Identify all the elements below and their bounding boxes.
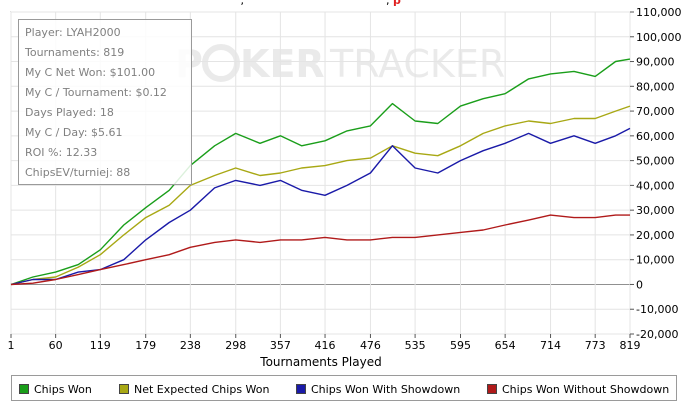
info-per-day: My C / Day: $5.61 bbox=[25, 126, 123, 139]
y-tick-label: 70,000 bbox=[636, 105, 675, 118]
legend-label-with-showdown: Chips Won With Showdown bbox=[311, 382, 461, 396]
info-roi: ROI %: 12.33 bbox=[25, 146, 98, 159]
legend-label-net-expected: Net Expected Chips Won bbox=[134, 382, 270, 396]
y-tick-label: 20,000 bbox=[636, 229, 675, 242]
series-line-chips-won-with-showdown bbox=[10, 127, 631, 286]
legend-swatch-chips-won bbox=[19, 384, 29, 394]
x-axis-label: Tournaments Played bbox=[259, 355, 381, 369]
x-tick-label: 179 bbox=[135, 339, 156, 352]
legend-swatch-net-expected bbox=[119, 384, 129, 394]
header-fragment-right: , p bbox=[386, 0, 401, 7]
y-tick-label: -20,000 bbox=[636, 328, 678, 341]
x-tick-label: 298 bbox=[225, 339, 246, 352]
y-tick-label: 50,000 bbox=[636, 155, 675, 168]
y-tick-label: 100,000 bbox=[636, 31, 682, 44]
y-tick-label: 10,000 bbox=[636, 254, 675, 267]
series-line-net-expected-chips-won bbox=[10, 105, 631, 286]
y-tick-label: 30,000 bbox=[636, 204, 675, 217]
x-tick-label: 60 bbox=[49, 339, 63, 352]
y-axis: -20,000 -10,000 0 10,000 20,000 30,000 40,000 5… bbox=[630, 6, 682, 341]
header-fragment-left: ' , bbox=[234, 0, 244, 7]
legend-label-without-showdown: Chips Won Without Showdown bbox=[502, 382, 670, 396]
x-tick-label: 416 bbox=[315, 339, 336, 352]
pokertracker-watermark: P KER TRACKER bbox=[175, 42, 505, 86]
info-player: Player: LYAH2000 bbox=[25, 26, 121, 39]
x-tick-label: 535 bbox=[405, 339, 426, 352]
legend-item-chips-won: Chips Won bbox=[19, 382, 92, 396]
legend-item-net-expected: Net Expected Chips Won bbox=[119, 382, 269, 396]
y-tick-label: 90,000 bbox=[636, 56, 675, 69]
x-tick-label: 654 bbox=[495, 339, 516, 352]
x-tick-label: 595 bbox=[450, 339, 471, 352]
info-days-played: Days Played: 18 bbox=[25, 106, 114, 119]
y-tick-label: 60,000 bbox=[636, 130, 675, 143]
x-tick-label: 1 bbox=[8, 339, 15, 352]
x-tick-label: 476 bbox=[360, 339, 381, 352]
series-line-chips-won bbox=[10, 58, 631, 286]
watermark-ker: KER bbox=[240, 42, 325, 86]
y-tick-label: -10,000 bbox=[636, 303, 678, 316]
y-tick-label: 0 bbox=[636, 278, 643, 291]
x-axis: 1 60 119 179 238 298 357 416 476 535 595 654 714 773 8… bbox=[8, 334, 641, 352]
x-tick-label: 238 bbox=[180, 339, 201, 352]
x-tick-label: 819 bbox=[620, 339, 641, 352]
legend-item-with-showdown: Chips Won With Showdown bbox=[296, 382, 460, 396]
x-tick-label: 714 bbox=[540, 339, 561, 352]
player-info-box: Player: LYAH2000 Tournaments: 819 My C N… bbox=[18, 19, 192, 185]
y-tick-label: 110,000 bbox=[636, 6, 682, 19]
legend-label-chips-won: Chips Won bbox=[34, 382, 92, 396]
legend-swatch-without-showdown bbox=[487, 384, 497, 394]
info-per-tournament: My C / Tournament: $0.12 bbox=[25, 86, 167, 99]
info-tournaments: Tournaments: 819 bbox=[25, 46, 125, 59]
y-tick-label: 40,000 bbox=[636, 179, 675, 192]
series-layer bbox=[10, 58, 631, 286]
watermark-chip-icon bbox=[202, 44, 240, 82]
x-tick-label: 119 bbox=[90, 339, 111, 352]
legend: Chips Won Net Expected Chips Won Chips W… bbox=[11, 375, 677, 401]
watermark-tracker: TRACKER bbox=[329, 42, 505, 86]
series-line-chips-won-without-showdown bbox=[10, 214, 630, 286]
x-tick-label: 357 bbox=[270, 339, 291, 352]
y-tick-label: 80,000 bbox=[636, 80, 675, 93]
info-net-won: My C Net Won: $101.00 bbox=[25, 66, 156, 79]
x-tick-label: 773 bbox=[585, 339, 606, 352]
info-chipsev: ChipsEV/turniej: 88 bbox=[25, 166, 131, 179]
legend-item-without-showdown: Chips Won Without Showdown bbox=[487, 382, 669, 396]
legend-swatch-with-showdown bbox=[296, 384, 306, 394]
